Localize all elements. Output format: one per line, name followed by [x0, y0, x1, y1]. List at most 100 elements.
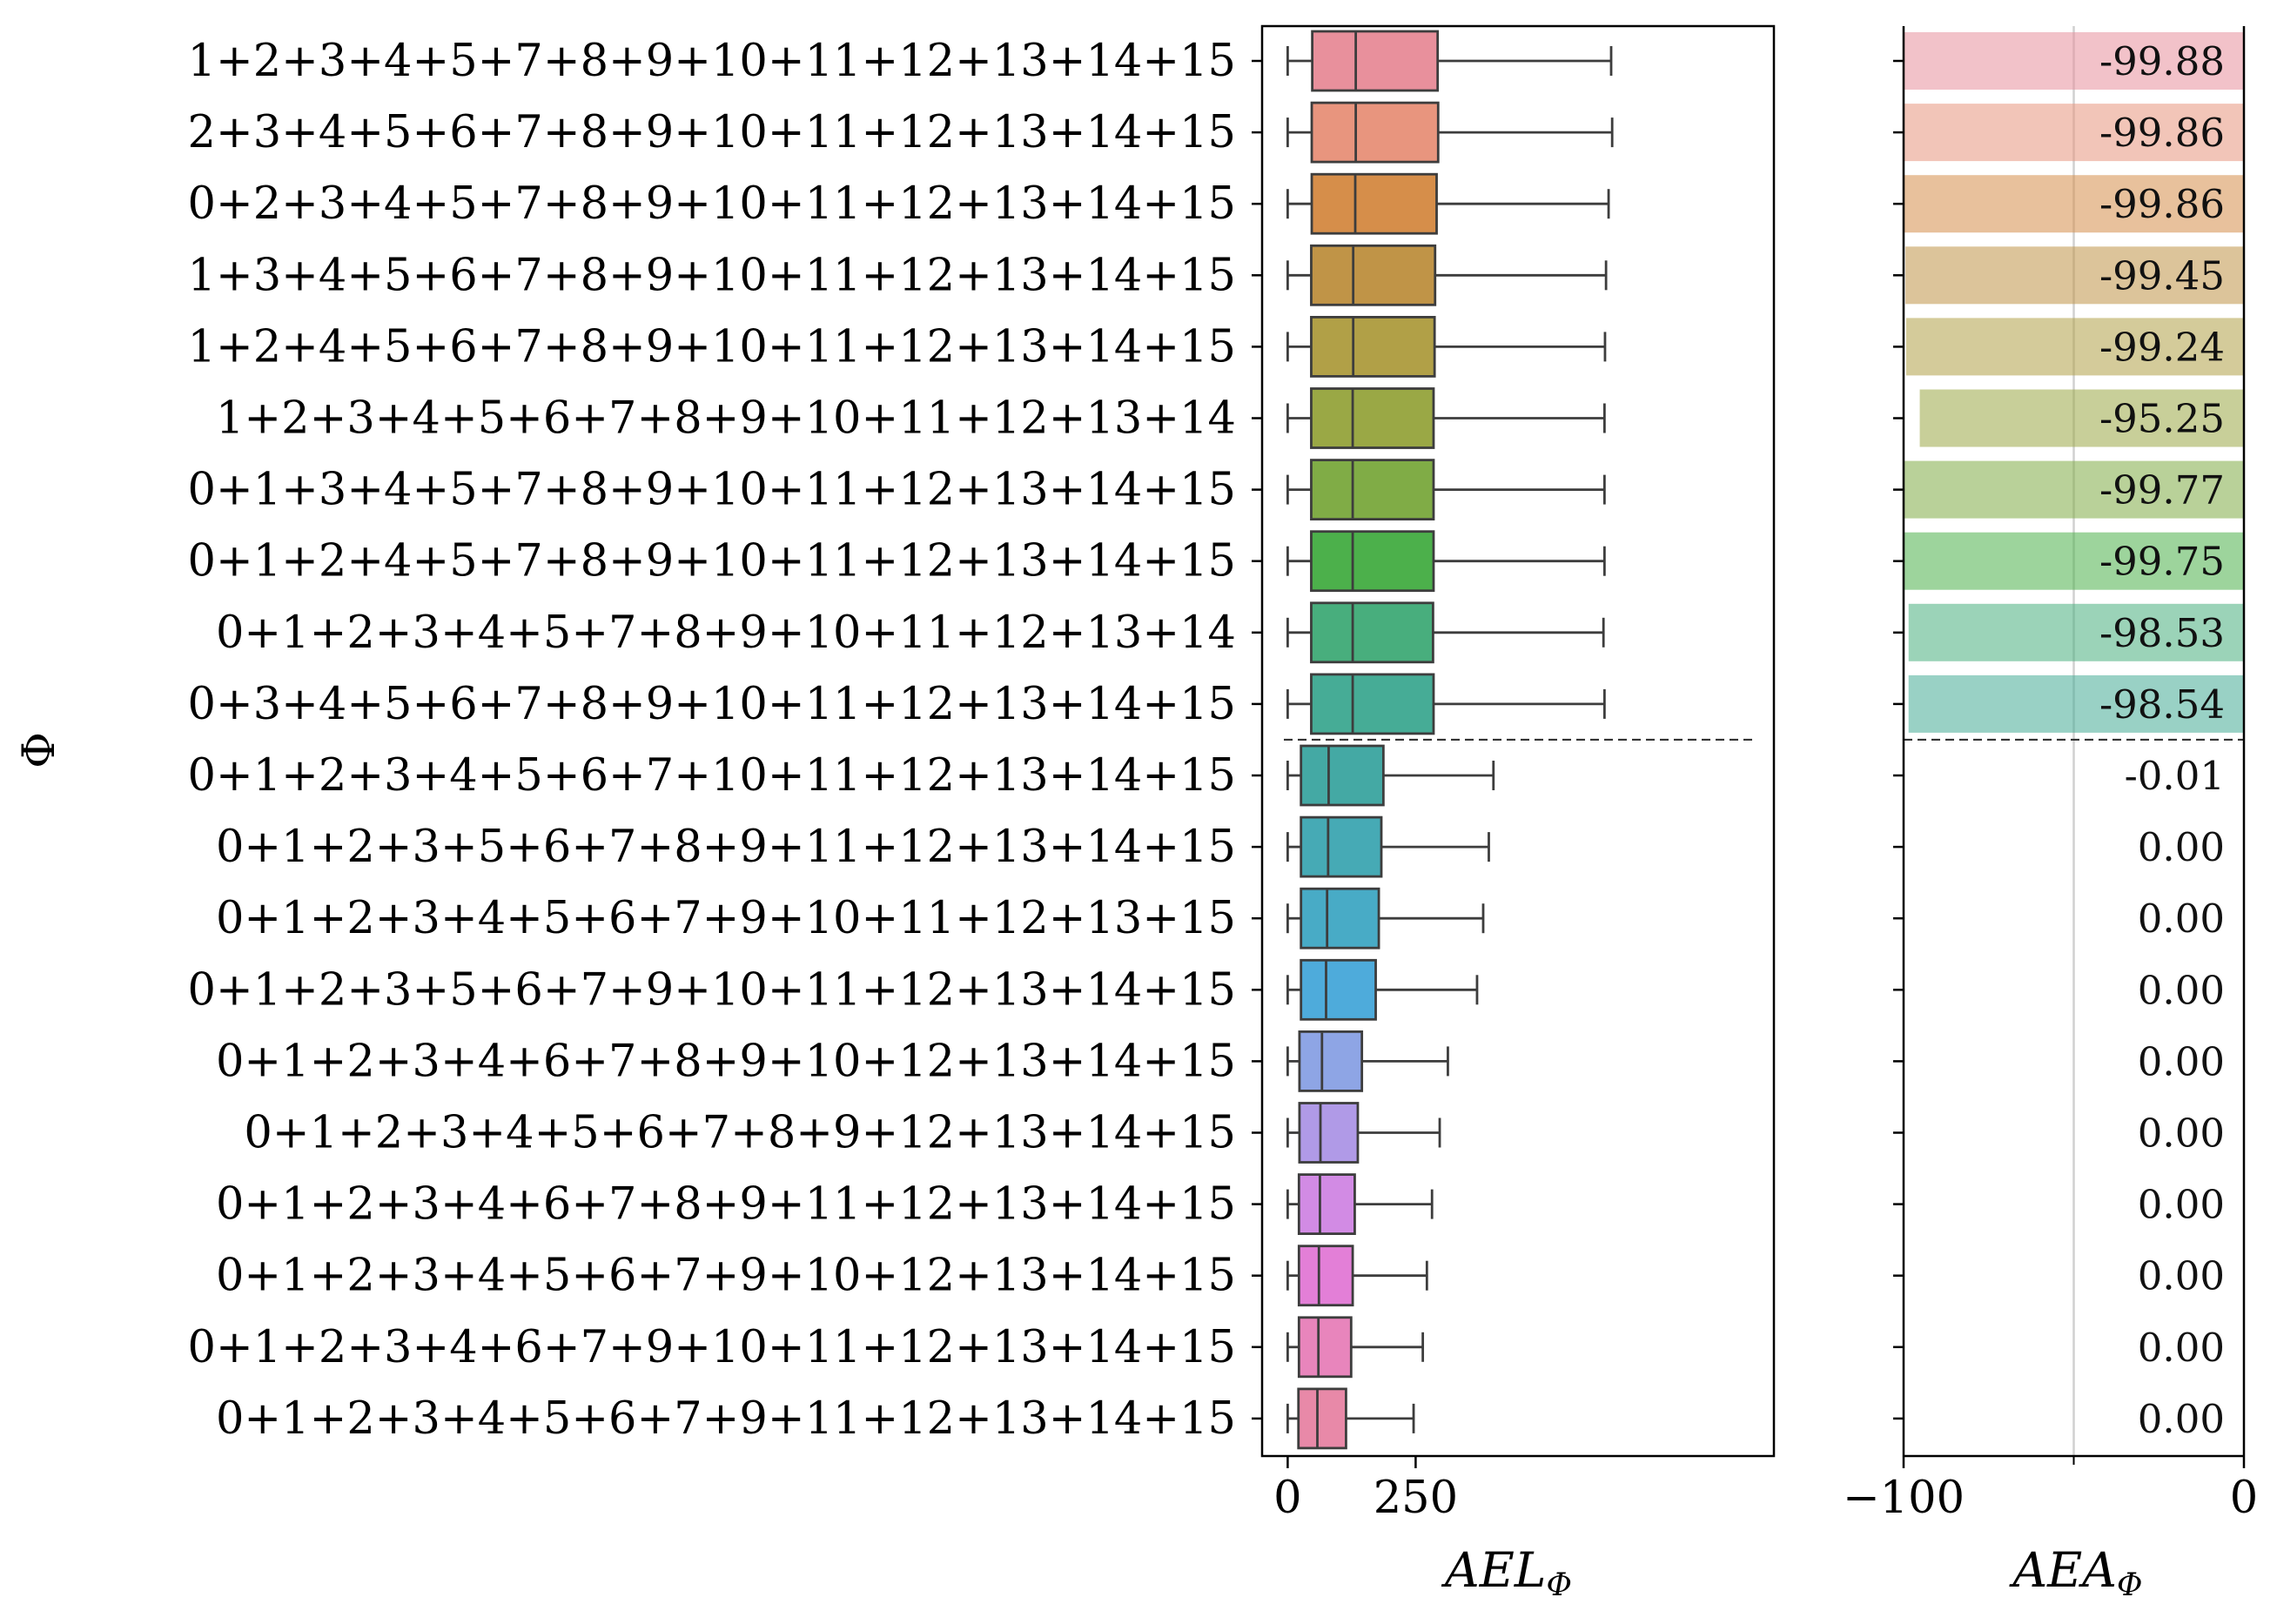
box-body — [1310, 673, 1435, 735]
bar-0 — [1904, 32, 2244, 90]
bar-8 — [1908, 603, 2244, 661]
y-tick-label: 0+1+2+3+4+6+7+9+10+11+12+13+14+15 — [188, 1322, 1236, 1373]
box-body — [1297, 1387, 1347, 1450]
y-tick-label: 1+2+4+5+6+7+8+9+10+11+12+13+14+15 — [188, 321, 1236, 372]
box-body — [1297, 1173, 1356, 1235]
x-axis-label-left: AELΦ — [1441, 1542, 1572, 1603]
x-axis-label-left-sub: Φ — [1546, 1567, 1572, 1603]
box-17 — [1286, 1245, 1428, 1307]
y-tick-label: 0+1+2+3+4+5+6+7+9+10+11+12+13+15 — [216, 893, 1236, 944]
bar-value-label: -98.53 — [2099, 610, 2225, 656]
bar-value-label: 0.00 — [2138, 1325, 2225, 1371]
box-body — [1310, 459, 1435, 520]
bar-9 — [1908, 674, 2244, 733]
y-tick-label: 0+1+2+3+5+6+7+8+9+11+12+13+14+15 — [216, 822, 1236, 873]
barplot-panel: -99.88 -99.86 -99.86 -99.45 -99.24 -95.25 -99.… — [1843, 26, 2258, 1524]
y-tick-label: 2+3+4+5+6+7+8+9+10+11+12+13+14+15 — [188, 107, 1236, 158]
box-7 — [1286, 530, 1606, 593]
bar-7 — [1904, 532, 2244, 590]
box-14 — [1286, 1030, 1449, 1092]
box-19 — [1286, 1387, 1415, 1450]
svg-text:AELΦ: AELΦ — [1441, 1542, 1572, 1603]
box-body — [1298, 1102, 1360, 1164]
box-1 — [1286, 101, 1614, 164]
x-tick-label: 0 — [1273, 1473, 1301, 1524]
box-18 — [1286, 1316, 1425, 1379]
y-tick-label: 0+1+2+3+5+6+7+9+10+11+12+13+14+15 — [188, 964, 1236, 1016]
box-body — [1310, 172, 1438, 235]
y-tick-label: 0+1+2+3+4+5+7+8+9+10+11+12+13+14 — [216, 607, 1236, 659]
x-axis-label-right-main: AEA — [2008, 1542, 2117, 1598]
box-8 — [1286, 601, 1605, 664]
box-0 — [1286, 30, 1613, 92]
y-tick-label: 0+1+3+4+5+7+8+9+10+11+12+13+14+15 — [188, 465, 1236, 516]
box-4 — [1286, 315, 1607, 378]
bar-value-label: 0.00 — [2138, 1038, 2225, 1084]
bar-value-label: 0.00 — [2138, 1111, 2225, 1157]
bar-2 — [1904, 175, 2244, 233]
box-body — [1300, 958, 1377, 1021]
x-axis-label-right: AEAΦ — [2008, 1542, 2142, 1603]
box-10 — [1286, 744, 1495, 807]
box-16 — [1286, 1173, 1434, 1235]
bar-value-label: -99.24 — [2099, 324, 2225, 370]
box-body — [1297, 1316, 1353, 1379]
bar-value-label: -99.75 — [2099, 539, 2225, 585]
boxplot-frame — [1260, 24, 1776, 1458]
box-body — [1300, 887, 1380, 950]
bar-value-label: 0.00 — [2138, 967, 2225, 1013]
box-body — [1310, 244, 1437, 306]
y-tick-label: 0+1+2+3+4+5+6+7+9+10+12+13+14+15 — [216, 1251, 1236, 1302]
y-tick-label: 0+1+2+4+5+7+8+9+10+11+12+13+14+15 — [188, 536, 1236, 587]
y-tick-label: 1+2+3+4+5+7+8+9+10+11+12+13+14+15 — [188, 36, 1236, 87]
x-axis-label-right-sub: Φ — [2117, 1567, 2143, 1603]
box-body — [1310, 530, 1435, 593]
bar-3 — [1905, 246, 2244, 305]
x-tick-label: 0 — [2230, 1473, 2258, 1524]
x-axis-label-left-main: AEL — [1441, 1542, 1546, 1598]
bar-4 — [1905, 318, 2244, 376]
box-body — [1298, 1030, 1364, 1092]
box-body — [1297, 1245, 1354, 1307]
box-3 — [1286, 244, 1608, 306]
box-body — [1300, 815, 1383, 878]
bar-value-label: 0.00 — [2138, 1182, 2225, 1228]
y-tick-label: 0+1+2+3+4+5+6+7+10+11+12+13+14+15 — [188, 750, 1236, 802]
box-body — [1310, 387, 1435, 449]
box-body — [1310, 601, 1434, 664]
box-5 — [1286, 387, 1606, 449]
box-13 — [1286, 958, 1479, 1021]
box-body — [1300, 744, 1385, 807]
box-body — [1310, 315, 1436, 378]
bar-1 — [1904, 104, 2244, 162]
y-axis-label: Φ — [14, 732, 65, 768]
bar-value-label: 0.00 — [2138, 896, 2225, 942]
box-12 — [1286, 887, 1485, 950]
bar-value-label: -98.54 — [2099, 681, 2225, 728]
x-tick-label: −100 — [1843, 1473, 1965, 1524]
bar-value-label: -99.86 — [2099, 181, 2225, 227]
bar-value-label: -99.86 — [2099, 110, 2225, 156]
y-tick-label: 0+3+4+5+6+7+8+9+10+11+12+13+14+15 — [188, 679, 1236, 730]
y-tick-label: 0+2+3+4+5+7+8+9+10+11+12+13+14+15 — [188, 178, 1236, 230]
box-9 — [1286, 673, 1606, 735]
bar-value-label: -95.25 — [2099, 396, 2225, 442]
bar-value-label: 0.00 — [2138, 824, 2225, 870]
bar-value-label: -99.88 — [2099, 38, 2225, 84]
box-body — [1311, 30, 1440, 92]
y-tick-label: 0+1+2+3+4+5+6+7+8+9+12+13+14+15 — [244, 1108, 1236, 1159]
bar-value-label: -99.77 — [2099, 467, 2225, 513]
bar-value-label: -99.45 — [2099, 252, 2225, 299]
y-tick-label: 0+1+2+3+4+6+7+8+9+11+12+13+14+15 — [216, 1179, 1236, 1231]
bar-value-label: 0.00 — [2138, 1253, 2225, 1299]
bar-value-label: -0.01 — [2125, 753, 2225, 799]
y-tick-label: 1+3+4+5+6+7+8+9+10+11+12+13+14+15 — [188, 250, 1236, 301]
box-11 — [1286, 815, 1490, 878]
bar-5 — [1919, 389, 2244, 447]
box-6 — [1286, 459, 1606, 520]
box-2 — [1286, 172, 1610, 235]
bar-value-label: 0.00 — [2138, 1396, 2225, 1442]
boxplot-panel: 1+2+3+4+5+7+8+9+10+11+12+13+14+15 2+3+4+5… — [188, 24, 1776, 1524]
y-tick-label: 1+2+3+4+5+6+7+8+9+10+11+12+13+14 — [216, 393, 1236, 445]
